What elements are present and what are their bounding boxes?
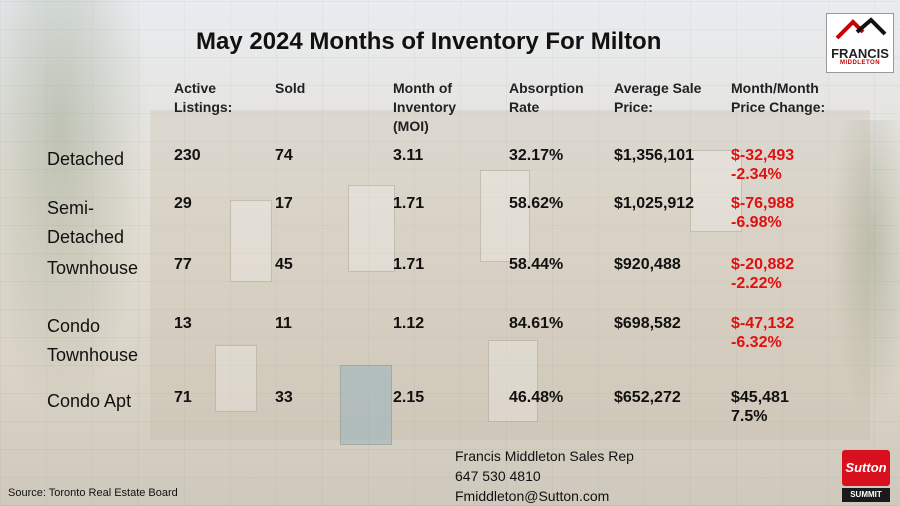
contact-phone: 647 530 4810 bbox=[455, 468, 541, 484]
francis-middleton-logo: FRANCIS MIDDLETON bbox=[826, 13, 894, 73]
cell-sold: 11 bbox=[275, 315, 292, 332]
brand-top: Sutton bbox=[842, 450, 890, 486]
cell-absorption: 58.44% bbox=[509, 256, 564, 273]
cell-active: 13 bbox=[174, 315, 192, 332]
header-sold: Sold bbox=[275, 80, 306, 96]
source-note: Source: Toronto Real Estate Board bbox=[8, 487, 178, 499]
logo-sub: MIDDLETON bbox=[839, 60, 881, 66]
page-title: May 2024 Months of Inventory For Milton bbox=[196, 28, 662, 55]
row-label-condo-townhouse: Condo Townhouse bbox=[47, 316, 139, 365]
header-absorption: Absorption Rate bbox=[509, 80, 584, 115]
cell-sold: 45 bbox=[275, 256, 293, 273]
cell-sold: 17 bbox=[275, 195, 293, 212]
cell-avg-price: $652,272 bbox=[614, 389, 681, 406]
cell-absorption: 46.48% bbox=[509, 389, 564, 406]
row-label-detached: Detached bbox=[47, 149, 125, 169]
cell-change: $-32,493 -2.34% bbox=[731, 147, 795, 183]
header-moi: Month of Inventory (MOI) bbox=[393, 80, 457, 134]
contact-email[interactable]: Fmiddleton@Sutton.com bbox=[455, 488, 610, 504]
row-label-semi-detached: Semi- Detached bbox=[47, 198, 125, 247]
contact-name: Francis Middleton Sales Rep bbox=[455, 448, 634, 464]
cell-moi: 3.11 bbox=[393, 147, 424, 164]
logo-name: FRANCIS bbox=[831, 46, 889, 61]
cell-change: $45,481 7.5% bbox=[731, 389, 789, 425]
cell-avg-price: $1,025,912 bbox=[614, 195, 695, 212]
cell-absorption: 84.61% bbox=[509, 315, 564, 332]
sutton-summit-logo: Sutton SUMMIT bbox=[842, 450, 890, 502]
cell-active: 77 bbox=[174, 256, 192, 273]
cell-avg-price: $1,356,101 bbox=[614, 147, 695, 164]
cell-change: $-47,132 -6.32% bbox=[731, 315, 795, 351]
brand-bottom: SUMMIT bbox=[842, 488, 890, 502]
cell-sold: 33 bbox=[275, 389, 293, 406]
cell-absorption: 58.62% bbox=[509, 195, 564, 212]
cell-moi: 1.71 bbox=[393, 256, 425, 273]
cell-active: 29 bbox=[174, 195, 192, 212]
cell-change: $-76,988 -6.98% bbox=[731, 195, 795, 231]
row-label-condo-apt: Condo Apt bbox=[47, 391, 132, 411]
header-avg-price: Average Sale Price: bbox=[614, 80, 702, 115]
cell-absorption: 32.17% bbox=[509, 147, 564, 164]
cell-moi: 2.15 bbox=[393, 389, 425, 406]
header-change: Month/Month Price Change: bbox=[731, 80, 826, 115]
header-active: Active Listings: bbox=[174, 80, 233, 115]
cell-change: $-20,882 -2.22% bbox=[731, 256, 795, 292]
cell-avg-price: $698,582 bbox=[614, 315, 681, 332]
cell-moi: 1.12 bbox=[393, 315, 425, 332]
cell-moi: 1.71 bbox=[393, 195, 425, 212]
cell-sold: 74 bbox=[275, 147, 293, 164]
row-label-townhouse: Townhouse bbox=[47, 258, 139, 278]
cell-avg-price: $920,488 bbox=[614, 256, 681, 273]
cell-active: 71 bbox=[174, 389, 192, 406]
house-roof-icon bbox=[835, 17, 887, 40]
cell-active: 230 bbox=[174, 147, 201, 164]
